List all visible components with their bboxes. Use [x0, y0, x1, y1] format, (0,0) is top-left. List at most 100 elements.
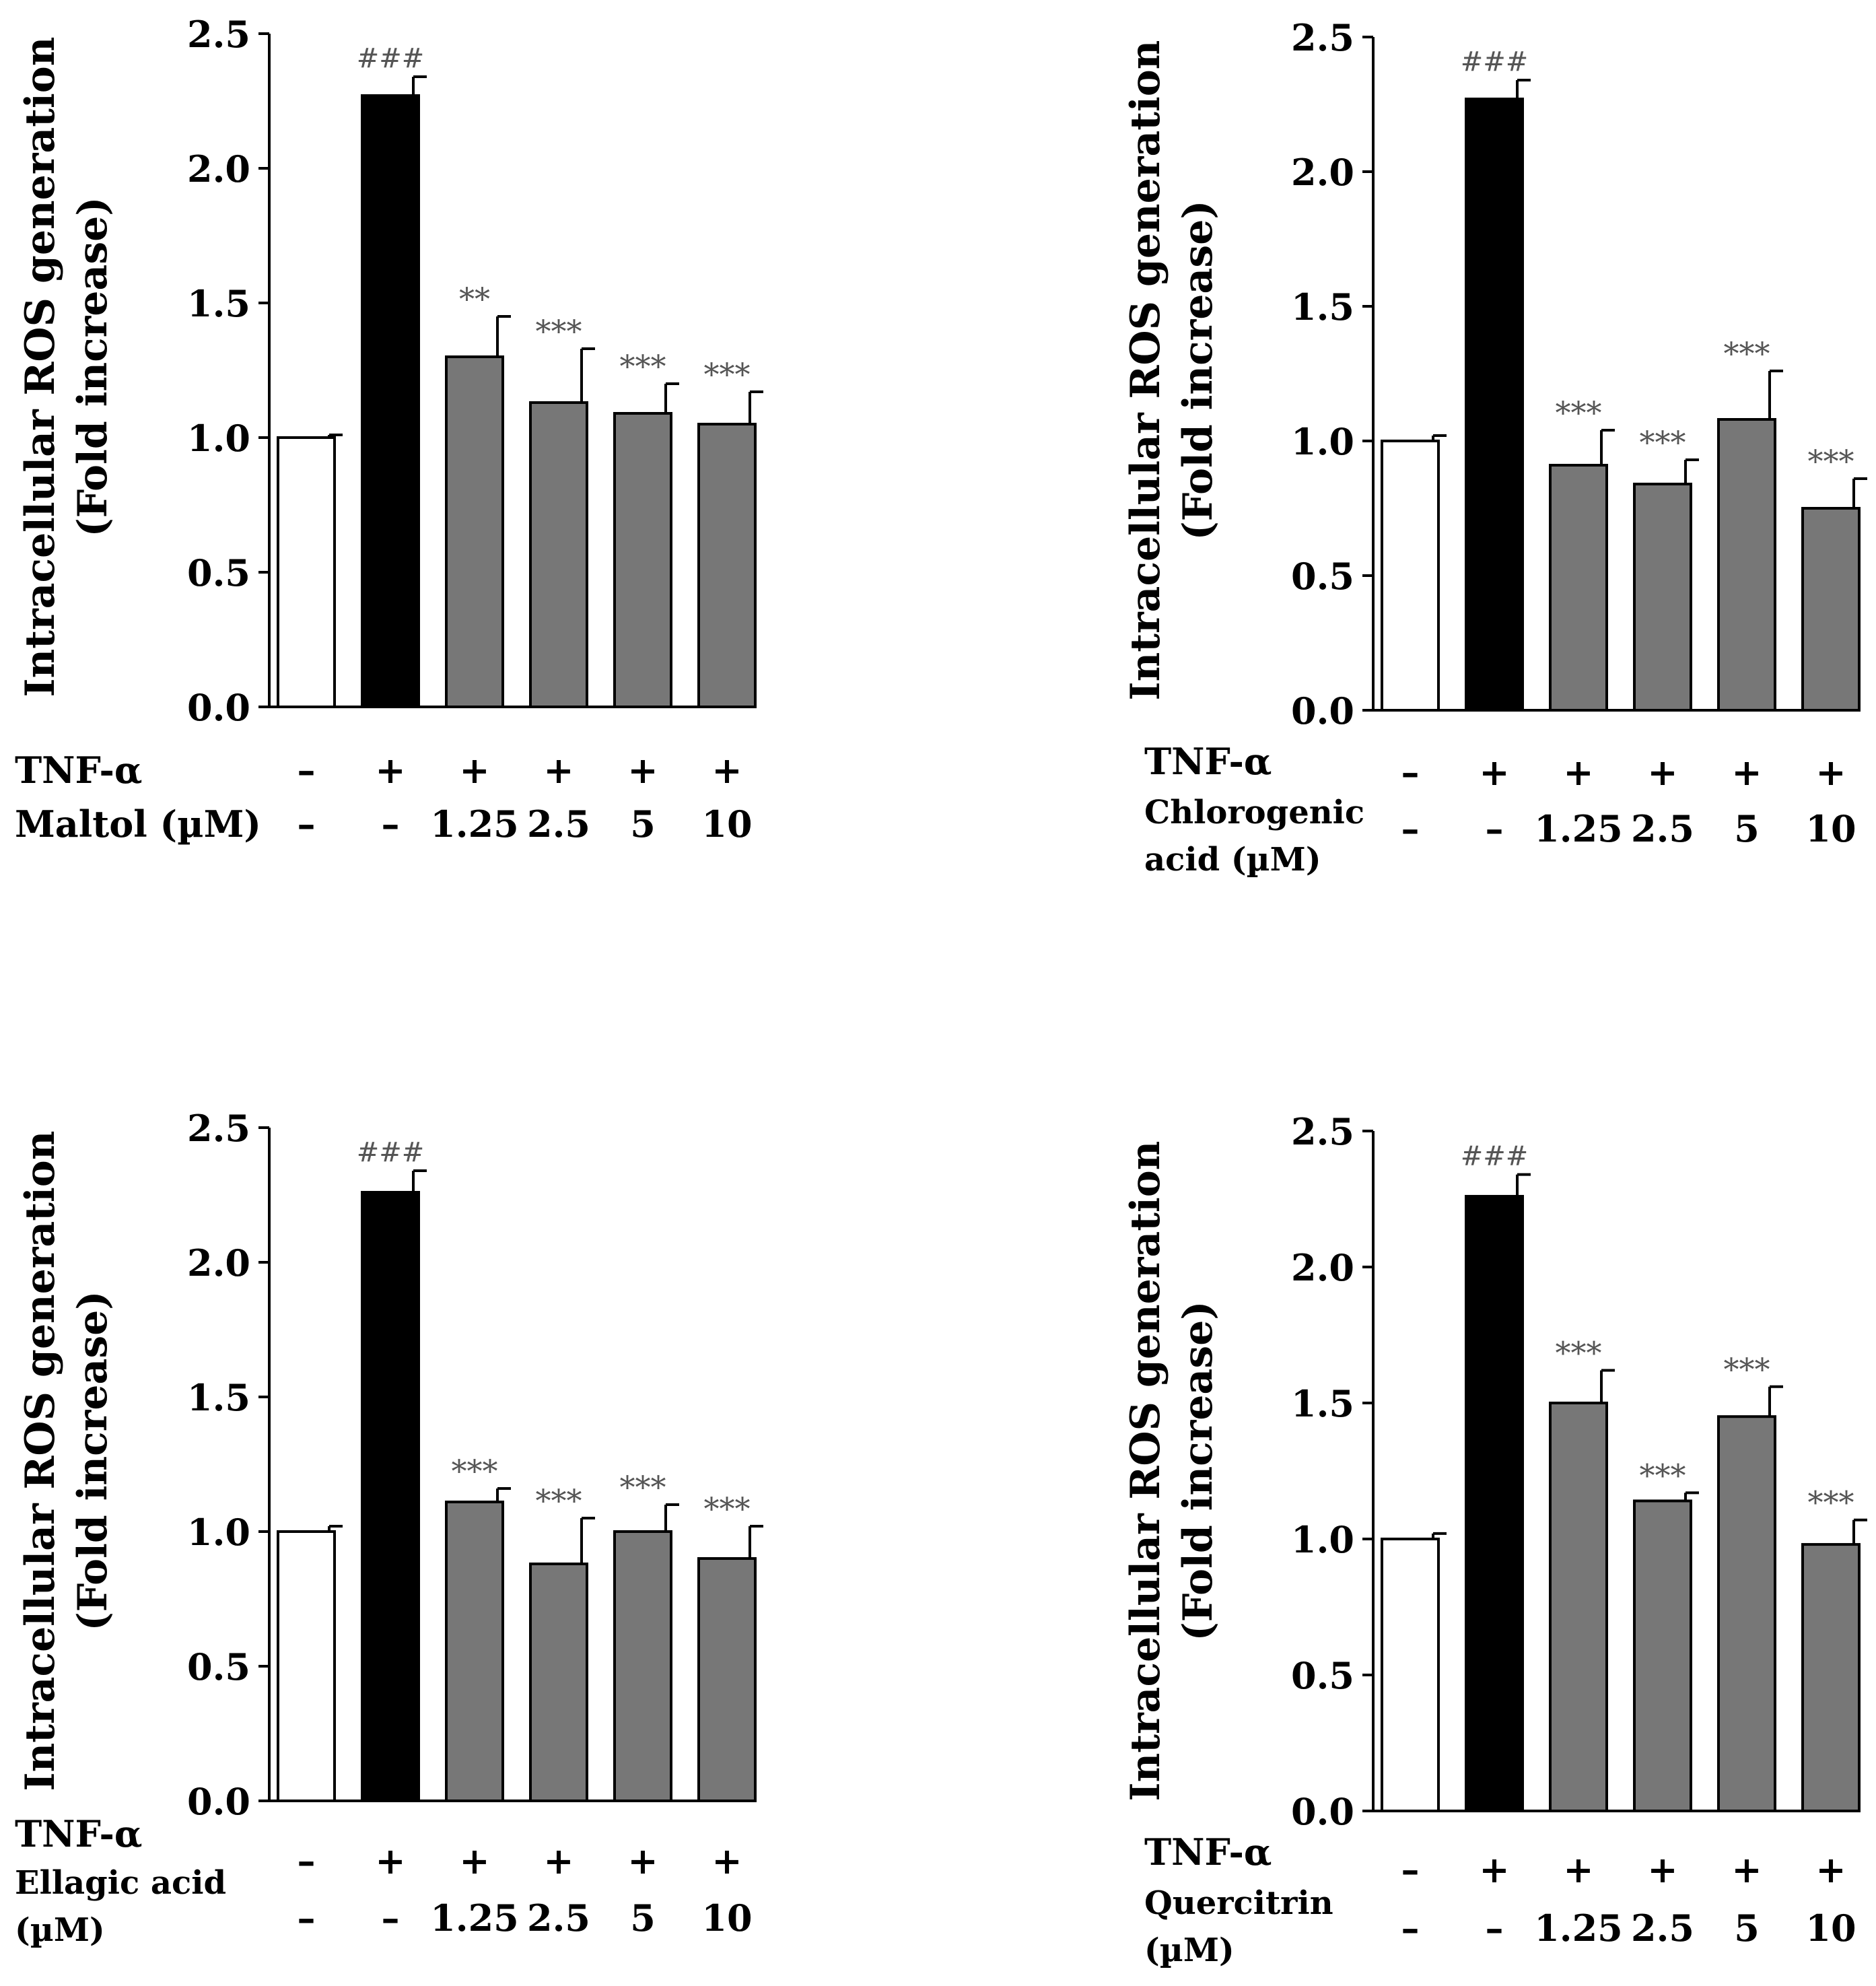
dose-row-value: 5 — [630, 1896, 656, 1940]
tnf-row-value: + — [627, 749, 658, 792]
dose-row-value: – — [1486, 1907, 1504, 1950]
bar-1 — [277, 1530, 336, 1802]
y-axis-title-line2: (Fold increase) — [69, 1291, 116, 1631]
bar-3 — [445, 1501, 504, 1802]
y-tick-label: 1.5 — [187, 282, 250, 325]
bar-6 — [697, 423, 757, 708]
bar-3 — [1549, 464, 1608, 712]
tnf-row-value: + — [627, 1839, 658, 1882]
dose-row-value: 5 — [1734, 807, 1760, 850]
tnf-row-value: + — [1479, 751, 1509, 794]
tnf-row-value: – — [298, 749, 316, 792]
bar-1 — [277, 436, 336, 708]
dose-row-value: – — [1401, 1907, 1420, 1950]
compound-row-label: (µM) — [1144, 1931, 1235, 1969]
compound-row-label: (µM) — [15, 1911, 105, 1949]
dose-row-value: 10 — [1805, 807, 1856, 850]
tnf-row-value: + — [1563, 751, 1593, 794]
dose-row-value: 10 — [701, 802, 752, 846]
dose-row-value: 1.25 — [1534, 1907, 1623, 1950]
y-tick-label: 1.5 — [1291, 285, 1354, 329]
y-axis-title-line1: Intracellular ROS generation — [17, 37, 64, 697]
y-tick-label: 1.0 — [1291, 420, 1354, 463]
dose-row-value: – — [298, 802, 316, 846]
y-tick-label: 0.5 — [1291, 555, 1354, 598]
significance-star-label: *** — [1640, 424, 1686, 460]
tnf-row-value: – — [1401, 1848, 1420, 1891]
y-tick-label: 1.5 — [1291, 1382, 1354, 1425]
y-axis-title-line1: Intracellular ROS generation — [17, 1131, 64, 1791]
y-axis-title-line2: (Fold increase) — [69, 197, 116, 537]
significance-star-label: *** — [704, 356, 751, 392]
compound-row-label: Maltol (µM) — [15, 802, 261, 846]
bar-2 — [361, 94, 420, 708]
y-tick-label: 0.0 — [1291, 1790, 1354, 1833]
bar-2 — [1465, 98, 1524, 712]
bar-6 — [697, 1557, 757, 1802]
dose-row-value: 2.5 — [1631, 807, 1694, 850]
tnf-row-label: TNF-α — [15, 1812, 142, 1855]
dose-row-value: 5 — [630, 802, 656, 846]
significance-star-label: *** — [1808, 1484, 1854, 1521]
bar-5 — [613, 1530, 672, 1802]
compound-row-label: Quercitrin — [1144, 1884, 1333, 1922]
tnf-row-value: + — [543, 749, 574, 792]
significance-star-label: *** — [1556, 395, 1602, 431]
chart-panel-2: Intracellular ROS generation (Fold increa… — [1122, 16, 1867, 879]
dose-row-value: 10 — [701, 1896, 752, 1940]
significance-star-label: *** — [1640, 1457, 1686, 1493]
dose-row-value: – — [382, 1896, 400, 1940]
dose-row-value: 1.25 — [1534, 807, 1623, 850]
tnf-row-value: + — [543, 1839, 574, 1882]
significance-star-label: *** — [620, 1469, 666, 1505]
compound-row-label: Ellagic acid — [15, 1864, 226, 1902]
bar-4 — [1633, 483, 1692, 712]
significance-star-label: *** — [1556, 1335, 1602, 1371]
y-tick-label: 2.0 — [1291, 1246, 1354, 1289]
tnf-row-value: + — [1563, 1848, 1593, 1891]
tnf-row-value: + — [711, 1839, 742, 1882]
tnf-row-value: – — [298, 1839, 316, 1882]
tnf-row-value: + — [1647, 751, 1677, 794]
y-tick-label: 0.0 — [187, 1780, 250, 1823]
bar-2 — [361, 1191, 420, 1802]
tnf-row-value: + — [711, 749, 742, 792]
bar-1 — [1381, 440, 1440, 712]
y-tick-label: 1.5 — [187, 1376, 250, 1419]
y-tick-label: 1.0 — [187, 1511, 250, 1554]
chart-panel-4: Intracellular ROS generation (Fold increa… — [1122, 1110, 1867, 1969]
y-tick-label: 0.0 — [187, 686, 250, 729]
tnf-row-value: + — [375, 749, 405, 792]
significance-star-label: *** — [536, 1482, 582, 1519]
tnf-row-label: TNF-α — [1144, 740, 1272, 783]
tnf-row-value: + — [1647, 1848, 1677, 1891]
bar-6 — [1801, 1543, 1861, 1813]
bar-6 — [1801, 507, 1861, 712]
dose-row-value: – — [1486, 807, 1504, 850]
tnf-row-value: + — [459, 749, 489, 792]
tnf-row-label: TNF-α — [1144, 1830, 1272, 1874]
tnf-row-value: + — [1731, 1848, 1762, 1891]
dose-row-value: 2.5 — [527, 802, 590, 846]
dose-row-value: 2.5 — [527, 1896, 590, 1940]
y-axis-title-line2: (Fold increase) — [1175, 200, 1222, 540]
bar-3 — [1549, 1402, 1608, 1812]
y-tick-label: 1.0 — [187, 417, 250, 460]
tnf-row-value: + — [1731, 751, 1762, 794]
dose-row-value: 5 — [1734, 1907, 1760, 1950]
y-tick-label: 2.0 — [187, 1241, 250, 1285]
tnf-row-label: TNF-α — [15, 749, 142, 792]
tnf-row-value: + — [1479, 1848, 1509, 1891]
bar-4 — [529, 1563, 588, 1802]
tnf-row-value: – — [1401, 751, 1420, 794]
bar-5 — [613, 412, 672, 708]
dose-row-value: – — [298, 1896, 316, 1940]
tnf-row-value: + — [1815, 1848, 1846, 1891]
dose-row-value: – — [1401, 807, 1420, 850]
y-tick-label: 2.0 — [187, 147, 250, 191]
y-tick-label: 1.0 — [1291, 1518, 1354, 1561]
bar-4 — [529, 401, 588, 708]
dose-row-value: – — [382, 802, 400, 846]
y-axis-title-line2: (Fold increase) — [1175, 1301, 1222, 1641]
